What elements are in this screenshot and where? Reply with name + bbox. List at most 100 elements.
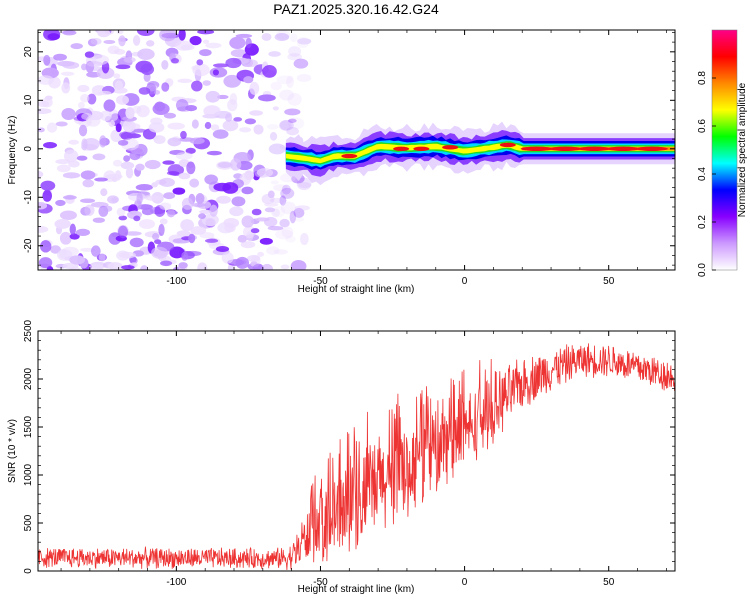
spectrogram-y-tick-label-4: 20 — [23, 46, 34, 58]
noise-blob — [176, 230, 191, 237]
noise-blob — [82, 179, 95, 188]
noise-blob — [286, 75, 295, 88]
noise-blob — [202, 80, 211, 86]
noise-blob — [69, 223, 76, 236]
noise-blob — [201, 213, 219, 227]
noise-blob — [167, 137, 182, 147]
noise-blob — [205, 90, 221, 103]
noise-blob — [175, 40, 193, 51]
signal-hot-spot-5 — [520, 146, 553, 151]
noise-blob — [223, 74, 241, 88]
noise-blob — [118, 251, 137, 259]
noise-blob — [188, 233, 196, 244]
noise-blob — [189, 35, 202, 46]
noise-blob — [261, 263, 273, 270]
noise-blob — [298, 182, 312, 189]
noise-blob — [61, 246, 79, 257]
noise-blob — [181, 197, 194, 210]
noise-blob — [92, 217, 105, 223]
noise-blob — [38, 108, 52, 114]
noise-blob — [209, 204, 218, 217]
noise-blob — [185, 147, 196, 154]
noise-blob — [132, 105, 142, 114]
noise-blob — [132, 35, 141, 46]
noise-blob — [274, 33, 290, 42]
noise-blob — [280, 187, 295, 199]
noise-blob — [38, 225, 49, 233]
noise-blob — [272, 206, 286, 218]
noise-blob — [290, 259, 307, 270]
noise-blob — [159, 30, 177, 42]
spectrogram-y-axis-label: Frequency (Hz) — [7, 116, 18, 185]
snr-y-tick-label-2: 1000 — [23, 463, 34, 486]
noise-blob — [138, 87, 151, 95]
noise-blob — [107, 195, 119, 204]
noise-blob — [177, 78, 193, 84]
noise-blob — [284, 108, 301, 116]
noise-blob — [123, 56, 136, 63]
noise-blob — [122, 116, 137, 122]
snr-x-ticks: -100 -50 0 50 — [60, 331, 667, 588]
noise-blob — [84, 204, 95, 216]
noise-blob — [266, 246, 280, 255]
snr-panel: -100 -50 0 50 0 500 1000 1500 2000 2500 Height o… — [7, 319, 676, 595]
noise-blob — [86, 61, 103, 67]
noise-blob — [281, 226, 294, 238]
noise-blob — [257, 94, 276, 102]
noise-blob — [62, 172, 81, 179]
noise-blob — [118, 35, 126, 47]
noise-blob — [115, 123, 122, 133]
noise-blob — [55, 199, 66, 207]
noise-blob — [133, 215, 141, 222]
noise-blob — [216, 195, 231, 204]
noise-blob — [204, 121, 212, 130]
figure-title: PAZ1.2025.320.16.42.G24 — [273, 1, 439, 17]
noise-blob — [160, 260, 173, 267]
noise-blob — [98, 253, 106, 262]
noise-blob — [178, 30, 186, 41]
noise-blob — [43, 142, 58, 149]
noise-blob — [55, 121, 68, 127]
noise-blob — [94, 177, 108, 182]
snr-x-tick-label-3: 50 — [603, 577, 615, 588]
noise-blob — [264, 202, 279, 207]
noise-blob — [279, 119, 294, 131]
snr-y-tick-label-5: 2500 — [23, 319, 34, 342]
spectrogram-x-tick-label-1: -50 — [313, 276, 328, 287]
noise-blob — [206, 150, 222, 156]
noise-blob — [262, 64, 277, 78]
noise-blob — [294, 205, 310, 211]
noise-blob — [144, 159, 161, 170]
spectrogram-x-tick-label-2: 0 — [462, 276, 468, 287]
noise-blob — [98, 90, 112, 96]
noise-blob — [235, 256, 250, 269]
snr-y-tick-label-3: 1500 — [23, 415, 34, 438]
noise-blob — [225, 57, 242, 69]
noise-blob — [163, 112, 177, 119]
noise-blob — [135, 163, 145, 171]
noise-blob — [294, 216, 305, 222]
noise-blob — [255, 217, 270, 222]
snr-y-tick-label-1: 500 — [23, 514, 34, 531]
noise-blob — [148, 122, 165, 133]
noise-blob — [204, 174, 219, 185]
noise-blob — [233, 117, 243, 122]
noise-blob — [141, 207, 154, 216]
noise-blob — [59, 231, 72, 245]
colorbar: 0.0 0.2 0.4 0.6 0.8 Normalized spectral ampl… — [697, 29, 748, 277]
noise-blob — [205, 42, 222, 49]
noise-blob — [163, 192, 176, 200]
noise-blob — [56, 164, 71, 173]
noise-blob — [119, 131, 137, 139]
noise-blob — [280, 264, 290, 270]
noise-blob — [140, 63, 155, 76]
noise-blob — [267, 123, 279, 130]
noise-blob — [166, 171, 180, 176]
noise-blob — [127, 123, 141, 130]
noise-blob — [116, 207, 126, 217]
noise-blob — [115, 95, 129, 105]
noise-blob — [60, 71, 75, 76]
noise-blob — [264, 207, 276, 213]
noise-blob — [287, 117, 305, 130]
